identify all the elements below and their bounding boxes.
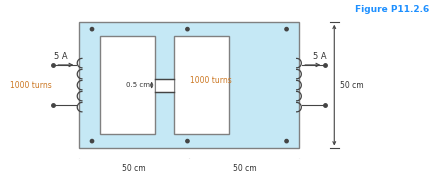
Text: 1000 turns: 1000 turns: [190, 76, 231, 85]
Text: 50 cm: 50 cm: [122, 164, 146, 173]
Text: 1000 turns: 1000 turns: [10, 81, 52, 90]
Circle shape: [90, 139, 94, 143]
Text: 0.5 cm: 0.5 cm: [126, 82, 150, 88]
Circle shape: [285, 139, 288, 143]
Bar: [100, 37, 155, 134]
Bar: [155, 79, 173, 92]
Circle shape: [186, 28, 189, 31]
Text: 50 cm: 50 cm: [340, 81, 364, 90]
Bar: [79, 22, 299, 148]
Circle shape: [285, 28, 288, 31]
Circle shape: [90, 28, 94, 31]
Text: Figure P11.2.6: Figure P11.2.6: [355, 5, 430, 14]
Text: 5 A: 5 A: [54, 52, 68, 61]
Bar: [173, 37, 229, 134]
Text: 5 A: 5 A: [313, 52, 326, 61]
Text: 50 cm: 50 cm: [232, 164, 256, 173]
Circle shape: [186, 139, 189, 143]
